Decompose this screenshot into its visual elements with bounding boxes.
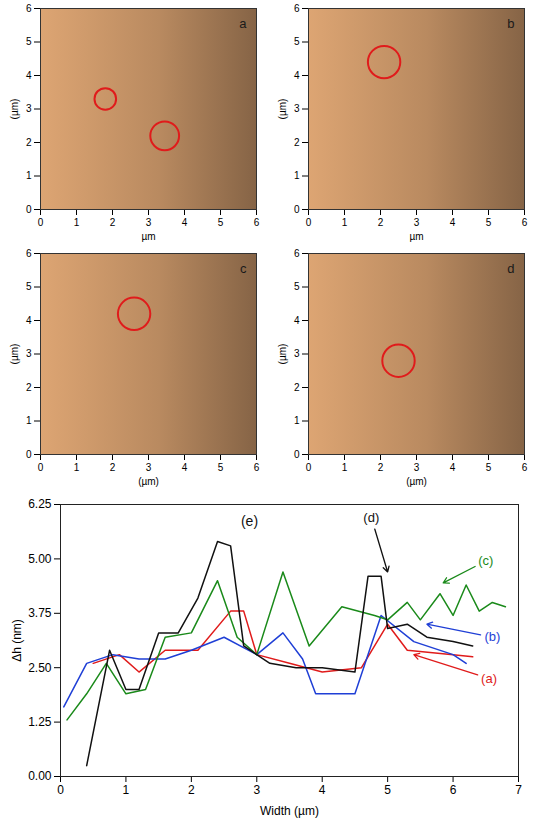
svg-text:2: 2 <box>378 462 384 473</box>
svg-text:3: 3 <box>414 462 420 473</box>
svg-text:(c): (c) <box>478 553 493 568</box>
svg-text:5: 5 <box>294 36 300 47</box>
svg-text:1: 1 <box>342 217 348 228</box>
svg-text:0: 0 <box>38 217 44 228</box>
svg-text:(b): (b) <box>484 629 500 644</box>
svg-text:2: 2 <box>110 462 116 473</box>
svg-text:0: 0 <box>26 449 32 460</box>
svg-text:(µm): (µm) <box>406 476 427 487</box>
svg-text:3: 3 <box>26 348 32 359</box>
svg-text:3: 3 <box>146 462 152 473</box>
svg-text:0: 0 <box>306 217 312 228</box>
svg-text:1: 1 <box>123 783 130 797</box>
svg-text:6: 6 <box>450 783 457 797</box>
svg-text:2: 2 <box>110 217 116 228</box>
svg-text:1: 1 <box>74 217 80 228</box>
svg-text:1.25: 1.25 <box>28 715 52 729</box>
svg-text:(d): (d) <box>363 510 379 525</box>
svg-text:5: 5 <box>218 217 224 228</box>
svg-text:5: 5 <box>218 462 224 473</box>
svg-text:4: 4 <box>450 217 456 228</box>
svg-text:c: c <box>240 261 247 276</box>
svg-text:(a): (a) <box>481 671 497 686</box>
svg-text:6: 6 <box>254 462 260 473</box>
svg-text:6: 6 <box>522 217 528 228</box>
svg-text:5.00: 5.00 <box>28 552 52 566</box>
svg-text:2: 2 <box>294 137 300 148</box>
svg-text:1: 1 <box>74 462 80 473</box>
svg-text:2: 2 <box>26 137 32 148</box>
svg-text:4: 4 <box>26 315 32 326</box>
svg-text:2.50: 2.50 <box>28 661 52 675</box>
svg-text:(µm): (µm) <box>277 344 288 365</box>
svg-text:6: 6 <box>26 3 32 14</box>
svg-text:6: 6 <box>254 217 260 228</box>
svg-text:4: 4 <box>450 462 456 473</box>
svg-text:Width (µm): Width (µm) <box>260 804 319 818</box>
svg-text:4: 4 <box>294 315 300 326</box>
svg-text:3: 3 <box>253 783 260 797</box>
svg-text:2: 2 <box>188 783 195 797</box>
svg-text:d: d <box>507 261 514 276</box>
svg-text:0: 0 <box>294 204 300 215</box>
svg-text:3: 3 <box>26 103 32 114</box>
svg-text:5: 5 <box>26 36 32 47</box>
svg-text:a: a <box>239 16 247 31</box>
svg-text:5: 5 <box>486 217 492 228</box>
svg-text:6: 6 <box>294 3 300 14</box>
svg-text:4: 4 <box>26 70 32 81</box>
svg-text:µm: µm <box>409 231 423 242</box>
svg-text:(µm): (µm) <box>9 99 20 120</box>
svg-text:3: 3 <box>146 217 152 228</box>
svg-text:(e): (e) <box>241 513 258 529</box>
svg-text:5: 5 <box>26 281 32 292</box>
svg-text:6: 6 <box>26 248 32 259</box>
svg-text:0: 0 <box>26 204 32 215</box>
svg-text:(µm): (µm) <box>277 99 288 120</box>
svg-text:2: 2 <box>378 217 384 228</box>
svg-text:(µm): (µm) <box>9 344 20 365</box>
svg-text:Δh (nm): Δh (nm) <box>10 619 24 662</box>
svg-text:4: 4 <box>182 462 188 473</box>
svg-text:0: 0 <box>306 462 312 473</box>
svg-text:1: 1 <box>26 415 32 426</box>
svg-text:1: 1 <box>294 415 300 426</box>
svg-text:2: 2 <box>26 382 32 393</box>
svg-text:0: 0 <box>57 783 64 797</box>
svg-text:5: 5 <box>384 783 391 797</box>
svg-text:7: 7 <box>515 783 522 797</box>
svg-text:1: 1 <box>294 170 300 181</box>
svg-text:b: b <box>507 16 514 31</box>
svg-text:4: 4 <box>319 783 326 797</box>
svg-text:3: 3 <box>294 348 300 359</box>
svg-text:1: 1 <box>26 170 32 181</box>
svg-text:3: 3 <box>294 103 300 114</box>
svg-text:6: 6 <box>522 462 528 473</box>
svg-text:3.75: 3.75 <box>28 606 52 620</box>
svg-text:1: 1 <box>342 462 348 473</box>
svg-text:3: 3 <box>414 217 420 228</box>
svg-text:4: 4 <box>182 217 188 228</box>
svg-text:0: 0 <box>38 462 44 473</box>
svg-text:2: 2 <box>294 382 300 393</box>
svg-text:(µm): (µm) <box>138 476 159 487</box>
svg-text:0: 0 <box>294 449 300 460</box>
svg-text:5: 5 <box>486 462 492 473</box>
svg-text:µm: µm <box>141 231 155 242</box>
svg-text:0.00: 0.00 <box>28 769 52 783</box>
svg-text:6: 6 <box>294 248 300 259</box>
svg-text:5: 5 <box>294 281 300 292</box>
svg-text:4: 4 <box>294 70 300 81</box>
svg-text:6.25: 6.25 <box>28 497 52 511</box>
